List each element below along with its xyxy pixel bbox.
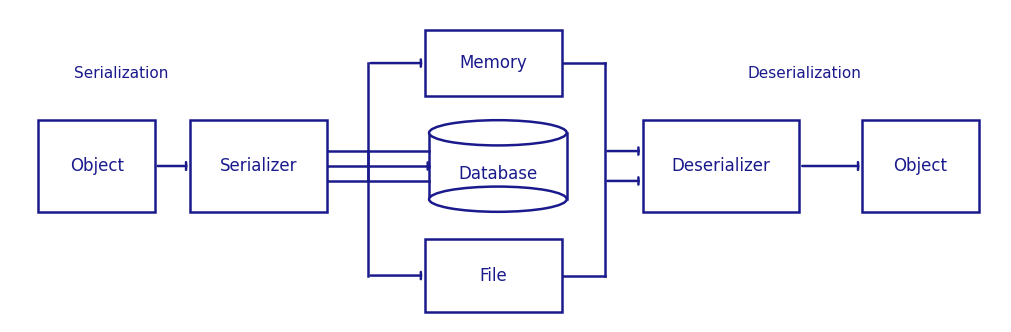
Text: Memory: Memory <box>459 54 527 72</box>
FancyBboxPatch shape <box>642 120 799 212</box>
Text: Deserializer: Deserializer <box>671 157 769 175</box>
FancyBboxPatch shape <box>38 120 155 212</box>
FancyBboxPatch shape <box>425 30 561 96</box>
Text: Serialization: Serialization <box>74 65 169 81</box>
Text: File: File <box>479 267 507 285</box>
Text: Serializer: Serializer <box>219 157 297 175</box>
Ellipse shape <box>429 120 566 145</box>
Text: Object: Object <box>70 157 123 175</box>
FancyBboxPatch shape <box>425 239 561 312</box>
Text: Deserialization: Deserialization <box>747 65 860 81</box>
FancyBboxPatch shape <box>429 133 566 199</box>
Text: Object: Object <box>893 157 946 175</box>
FancyBboxPatch shape <box>190 120 327 212</box>
FancyBboxPatch shape <box>861 120 978 212</box>
Ellipse shape <box>429 187 566 212</box>
Text: Database: Database <box>458 165 537 183</box>
